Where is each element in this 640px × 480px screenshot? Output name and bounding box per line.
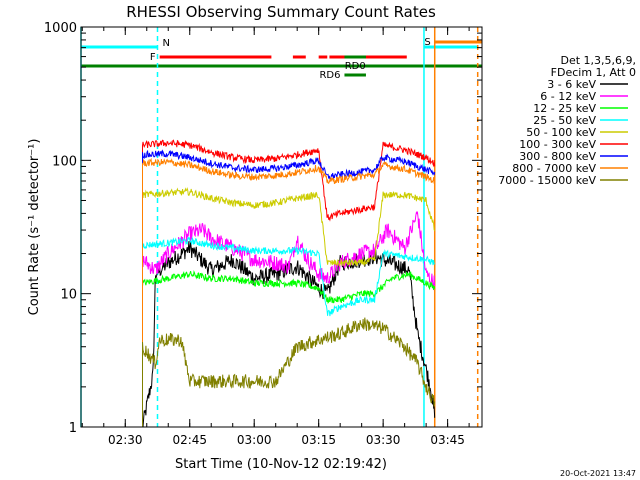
x-tick-label: 03:15 — [301, 433, 336, 447]
flag-label-rd6: RD6 — [319, 70, 340, 81]
x-axis-label: Start Time (10-Nov-12 02:19:42) — [175, 457, 387, 472]
y-axis-label: Count Rate (s⁻¹ detector⁻¹) — [27, 139, 42, 316]
legend-entry-label: 25 - 50 keV — [533, 114, 596, 127]
x-tick-label: 02:30 — [108, 433, 143, 447]
y-tick-label: 10 — [60, 288, 77, 303]
plot-frame — [80, 26, 483, 428]
x-tick-label: 03:45 — [430, 433, 465, 447]
legend-entry-label: 800 - 7000 keV — [512, 162, 596, 175]
y-tick-label: 1000 — [44, 21, 77, 36]
legend-entry-label: 6 - 12 keV — [540, 90, 596, 103]
legend-entry-label: 12 - 25 keV — [533, 102, 596, 115]
series-line-300-800-kev — [142, 149, 436, 427]
series-line-50-100-kev — [142, 187, 436, 427]
chart-title: RHESSI Observing Summary Count Rates — [126, 3, 436, 21]
series-group — [142, 139, 436, 428]
y-tick-label: 1 — [69, 421, 77, 436]
series-line-800-7000-kev — [142, 157, 435, 427]
legend-header-line: Det 1,3,5,6,9, — [560, 54, 636, 67]
series-line-6-12-kev — [142, 210, 436, 427]
series-line-100-300-kev — [142, 139, 436, 427]
legend: Det 1,3,5,6,9,FDecim 1, Att 03 - 6 keV6 … — [498, 54, 636, 187]
series-line-7000-15000-kev — [142, 317, 436, 427]
axes: 02:30 02:45 03:00 03:15 03:30 03:45 1 10 100 1000 — [44, 21, 482, 447]
x-tick-label: 03:30 — [366, 433, 401, 447]
y-tick-label: 100 — [52, 154, 77, 169]
x-tick-label: 02:45 — [172, 433, 207, 447]
legend-entry-label: 3 - 6 keV — [547, 78, 596, 91]
timestamp: 20-Oct-2021 13:47 — [560, 469, 636, 478]
legend-header-line: FDecim 1, Att 0 — [551, 66, 636, 79]
flag-label-n: N — [163, 38, 170, 49]
legend-entry-label: 50 - 100 keV — [526, 126, 596, 139]
flag-label-s: S — [424, 37, 430, 48]
x-tick-label: 03:00 — [237, 433, 272, 447]
legend-entry-label: 7000 - 15000 keV — [498, 174, 596, 187]
flag-bars: NF RD6 RD0 S — [81, 37, 482, 81]
legend-entry-label: 300 - 800 keV — [519, 150, 596, 163]
flag-label-rd0: RD0 — [345, 61, 366, 72]
flag-label-f: F — [150, 52, 156, 63]
series-line-12-25-kev — [142, 270, 436, 427]
series-line-25-50-kev — [142, 236, 435, 427]
legend-entry-label: 100 - 300 keV — [519, 138, 596, 151]
